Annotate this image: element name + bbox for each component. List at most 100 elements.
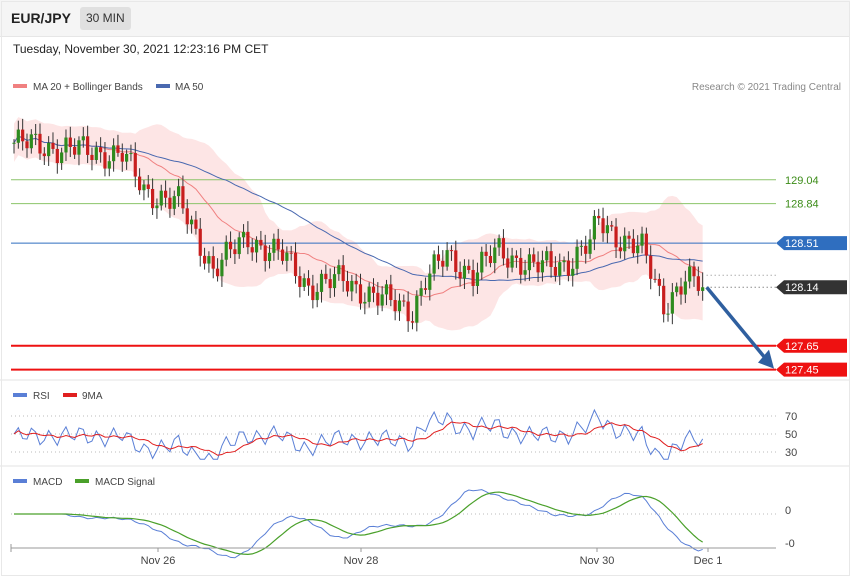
candle-body <box>562 260 566 263</box>
legend-label-ma50: MA 50 <box>175 82 204 93</box>
candle-body <box>267 252 272 262</box>
legend-swatch-ma20 <box>13 84 27 88</box>
candle-body <box>371 286 376 293</box>
legend-swatch-ma50 <box>156 84 170 88</box>
candle-body <box>341 265 345 282</box>
candle-body <box>324 273 328 280</box>
candle-body <box>155 205 159 209</box>
candle-body <box>410 321 415 323</box>
candle-body <box>337 265 341 275</box>
macd-tick-neg: -0 <box>785 538 795 550</box>
candle-body <box>107 161 111 169</box>
candle-body <box>202 255 207 264</box>
candle-body <box>16 129 20 143</box>
candle-body <box>112 145 116 162</box>
timestamp: Tuesday, November 30, 2021 12:23:16 PM C… <box>13 42 269 56</box>
x-tick-label: Nov 26 <box>141 555 176 567</box>
candle-body <box>662 285 666 315</box>
candle-body <box>675 286 679 293</box>
candle-body <box>146 184 150 189</box>
candle-body <box>397 300 402 312</box>
candle-body <box>306 278 311 286</box>
level-label-128.51: 128.51 <box>785 238 819 250</box>
candle-body <box>584 245 588 254</box>
rsi-tick-50: 50 <box>785 429 797 441</box>
candle-body <box>519 257 523 275</box>
candle-body <box>432 254 436 274</box>
candle-body <box>506 258 510 268</box>
candle-body <box>493 247 497 264</box>
level-tag-127.65 <box>776 338 847 353</box>
candle-body <box>575 246 579 269</box>
candle-body <box>51 142 55 149</box>
candle-body <box>99 147 103 153</box>
candles <box>12 118 705 332</box>
candle-body <box>246 231 250 248</box>
macd-signal-line <box>14 491 703 555</box>
candle-body <box>389 284 393 301</box>
candle-body <box>532 254 536 262</box>
candle-body <box>129 153 133 155</box>
candle-body <box>73 146 77 155</box>
candle-body <box>21 129 25 142</box>
candle-body <box>692 266 696 277</box>
candle-body <box>640 233 644 246</box>
rsi-line <box>13 408 704 460</box>
legend-swatch-rsi <box>13 393 27 397</box>
candle-body <box>475 272 480 286</box>
candle-body <box>510 255 514 268</box>
candle-body <box>224 241 228 260</box>
timeframe-badge[interactable]: 30 MIN <box>80 7 131 30</box>
candle-body <box>77 140 81 155</box>
macd-tick-0: 0 <box>785 505 791 517</box>
candle-body <box>272 238 276 253</box>
candle-body <box>241 231 246 238</box>
candle-body <box>185 208 189 225</box>
candle-body <box>176 186 181 197</box>
candle-body <box>86 136 90 155</box>
candle-body <box>423 288 428 290</box>
candle-body <box>497 238 501 248</box>
candle-body <box>25 141 29 149</box>
candle-body <box>285 252 289 261</box>
candle-body <box>311 285 315 301</box>
level-label-127.65: 127.65 <box>785 341 819 353</box>
candle-body <box>68 137 72 147</box>
candle-body <box>471 269 475 286</box>
candle-body <box>64 137 68 153</box>
candle-body <box>462 265 467 279</box>
candle-body <box>514 255 519 258</box>
candle-body <box>38 133 42 154</box>
candle-body <box>670 292 674 314</box>
candle-body <box>328 279 332 289</box>
candle-body <box>103 152 107 169</box>
candle-body <box>384 284 389 295</box>
candle-body <box>415 295 419 323</box>
candle-body <box>449 250 454 252</box>
candle-body <box>488 255 493 264</box>
candle-body <box>666 313 670 315</box>
candle-body <box>566 260 570 276</box>
candle-body <box>293 252 298 277</box>
x-tick-label: Nov 30 <box>580 555 615 567</box>
legend-swatch-macd-signal <box>75 479 89 483</box>
candle-body <box>701 287 705 291</box>
candle-body <box>47 142 51 157</box>
candle-body <box>116 145 120 153</box>
candle-body <box>259 239 263 246</box>
candle-body <box>679 286 683 295</box>
symbol-title: EUR/JPY <box>11 10 71 26</box>
candle-body <box>120 152 124 162</box>
candle-body <box>579 245 583 247</box>
candle-body <box>501 238 506 259</box>
candle-body <box>94 147 98 161</box>
candle-body <box>649 255 653 279</box>
candle-body <box>363 301 367 304</box>
candle-body <box>302 278 306 287</box>
last-price-label: 128.14 <box>785 282 819 294</box>
candle-body <box>618 247 622 252</box>
candle-body <box>12 142 16 144</box>
candle-body <box>458 271 462 279</box>
candle-body <box>233 249 237 255</box>
